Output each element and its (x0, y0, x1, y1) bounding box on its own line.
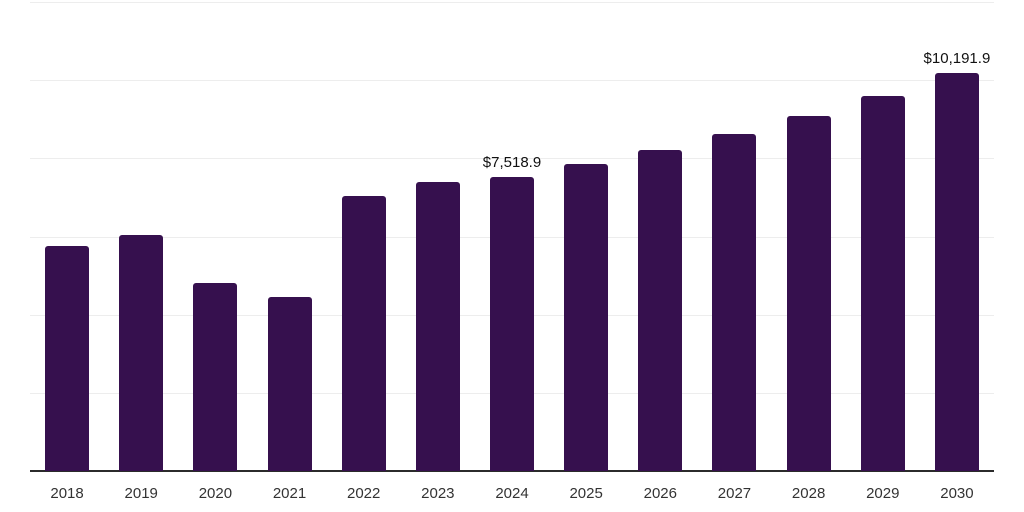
bar-2022 (342, 196, 386, 471)
x-tick-label-2026: 2026 (643, 485, 677, 502)
bar-2029 (861, 96, 905, 471)
x-tick-label-2025: 2025 (569, 485, 603, 502)
bar-2030 (935, 73, 979, 471)
x-tick-label-2029: 2029 (866, 485, 900, 502)
x-tick-label-2028: 2028 (791, 485, 826, 502)
data-label-2024: $7,518.9 (482, 154, 542, 171)
x-tick-label-2022: 2022 (347, 485, 381, 502)
bar-2028 (787, 116, 831, 471)
bar-2020 (193, 283, 237, 471)
x-tick-label-2020: 2020 (198, 485, 233, 502)
x-tick-label-2023: 2023 (421, 485, 455, 502)
bar-2019 (119, 235, 163, 471)
bar-2027 (712, 134, 756, 471)
bar-2018 (45, 246, 89, 471)
x-tick-label-2027: 2027 (717, 485, 752, 502)
x-tick-label-2030: 2030 (940, 485, 974, 502)
x-tick-label-2021: 2021 (272, 485, 307, 502)
x-tick-label-2018: 2018 (50, 485, 84, 502)
bar-2025 (564, 164, 608, 471)
gridline-12000 (30, 2, 994, 3)
x-tick-label-2019: 2019 (124, 485, 158, 502)
x-tick-label-2024: 2024 (495, 485, 529, 502)
bar-2023 (416, 182, 460, 471)
bar-2021 (268, 297, 312, 471)
gridline-8000 (30, 158, 994, 159)
x-axis-line (30, 470, 994, 472)
bar-2026 (638, 150, 682, 471)
bar-2024 (490, 177, 534, 471)
gridline-10000 (30, 80, 994, 81)
data-label-2030: $10,191.9 (923, 50, 991, 67)
